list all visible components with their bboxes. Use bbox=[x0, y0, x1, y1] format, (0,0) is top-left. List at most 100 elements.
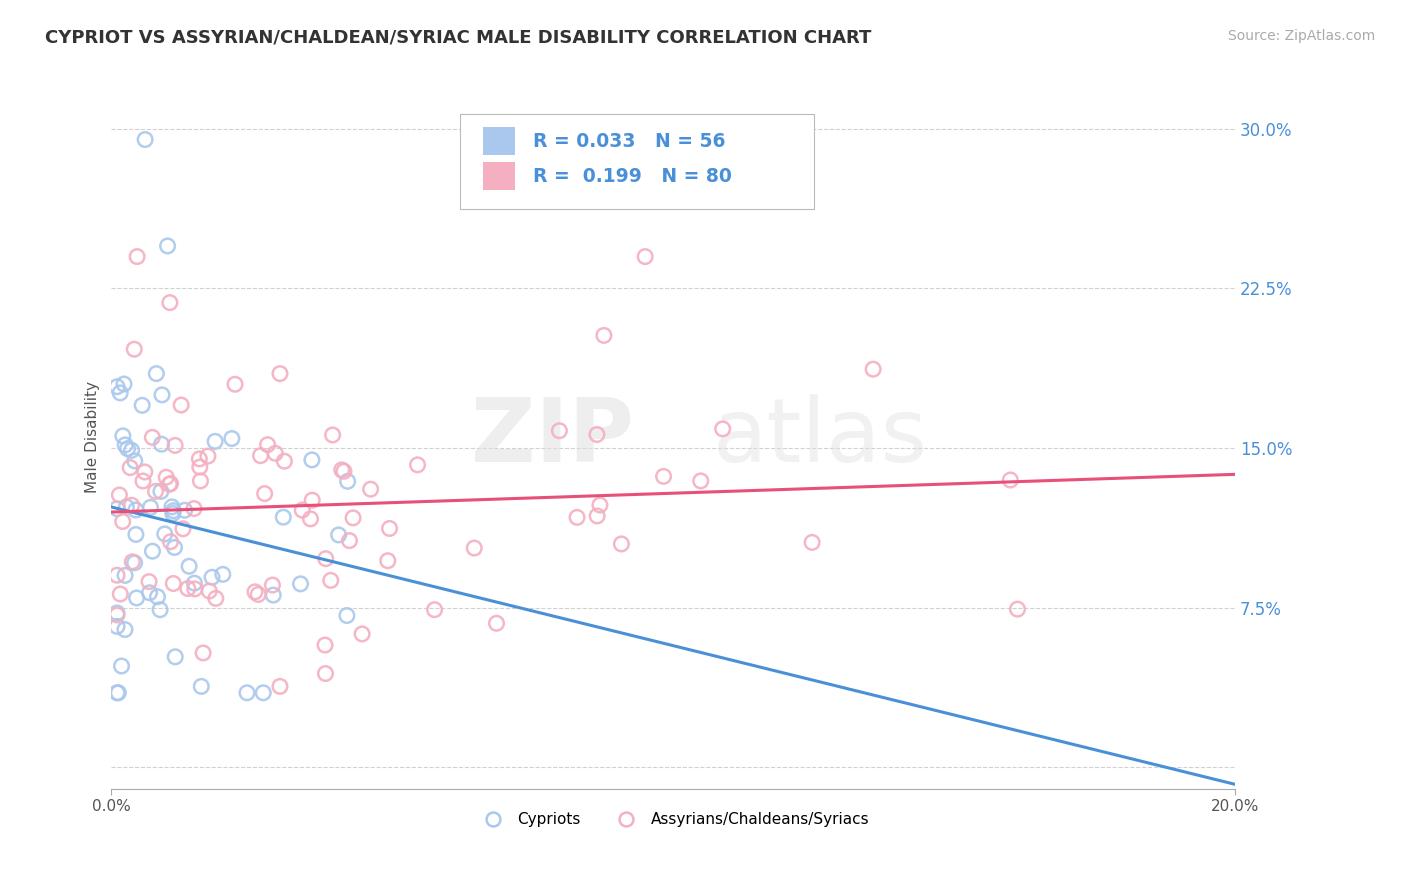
Point bbox=[586, 427, 609, 442]
FancyBboxPatch shape bbox=[484, 162, 515, 190]
Point bbox=[105, 619, 128, 633]
Point bbox=[204, 591, 226, 606]
Point bbox=[253, 486, 276, 500]
Point bbox=[114, 438, 136, 452]
Point bbox=[114, 568, 136, 582]
Point bbox=[406, 458, 429, 472]
Point bbox=[330, 463, 353, 477]
Point bbox=[243, 585, 266, 599]
Point bbox=[111, 515, 134, 529]
Point bbox=[271, 510, 294, 524]
Point bbox=[262, 578, 284, 592]
Point bbox=[378, 521, 401, 535]
FancyBboxPatch shape bbox=[460, 114, 814, 210]
Point bbox=[589, 498, 612, 512]
Point bbox=[159, 295, 181, 310]
Point bbox=[610, 537, 633, 551]
Point bbox=[249, 449, 271, 463]
Point bbox=[689, 474, 711, 488]
Point bbox=[586, 508, 609, 523]
Point bbox=[333, 464, 356, 478]
Point bbox=[121, 443, 143, 458]
Point bbox=[173, 503, 195, 517]
Point bbox=[190, 474, 212, 488]
Point bbox=[360, 482, 382, 496]
Point bbox=[188, 460, 211, 475]
Point bbox=[121, 555, 143, 569]
Point bbox=[236, 686, 259, 700]
Text: atlas: atlas bbox=[713, 394, 928, 481]
Point bbox=[801, 535, 824, 549]
Point bbox=[125, 503, 148, 517]
Point bbox=[110, 587, 132, 601]
Point bbox=[138, 586, 160, 600]
Point bbox=[301, 493, 323, 508]
Point bbox=[711, 422, 734, 436]
Text: R =  0.199   N = 80: R = 0.199 N = 80 bbox=[533, 167, 731, 186]
FancyBboxPatch shape bbox=[484, 127, 515, 155]
Point bbox=[141, 544, 163, 558]
Point bbox=[565, 510, 588, 524]
Point bbox=[264, 446, 287, 460]
Point bbox=[117, 442, 139, 456]
Point bbox=[127, 250, 149, 264]
Point bbox=[145, 484, 167, 499]
Point bbox=[160, 500, 183, 514]
Point bbox=[211, 567, 233, 582]
Point bbox=[652, 469, 675, 483]
Point bbox=[301, 453, 323, 467]
Point bbox=[111, 429, 134, 443]
Point bbox=[150, 437, 173, 451]
Point bbox=[322, 428, 344, 442]
Point bbox=[177, 582, 200, 596]
Point bbox=[108, 385, 131, 400]
Point bbox=[183, 576, 205, 591]
Point bbox=[105, 606, 128, 620]
Point bbox=[862, 362, 884, 376]
Point bbox=[1000, 473, 1022, 487]
Point bbox=[155, 470, 177, 484]
Point bbox=[146, 590, 169, 604]
Point bbox=[339, 533, 361, 548]
Point bbox=[269, 367, 291, 381]
Point bbox=[319, 574, 342, 588]
Point bbox=[105, 686, 128, 700]
Text: Source: ZipAtlas.com: Source: ZipAtlas.com bbox=[1227, 29, 1375, 43]
Point bbox=[139, 500, 162, 515]
Point bbox=[191, 646, 214, 660]
Point bbox=[593, 328, 616, 343]
Point bbox=[159, 534, 181, 549]
Point bbox=[159, 476, 181, 491]
Point bbox=[162, 576, 184, 591]
Point bbox=[150, 388, 173, 402]
Point bbox=[165, 649, 187, 664]
Point bbox=[108, 488, 131, 502]
Point bbox=[179, 559, 201, 574]
Point bbox=[131, 398, 153, 412]
Text: ZIP: ZIP bbox=[471, 394, 634, 481]
Point bbox=[1007, 602, 1029, 616]
Point bbox=[188, 451, 211, 466]
Y-axis label: Male Disability: Male Disability bbox=[86, 382, 100, 493]
Point bbox=[153, 527, 176, 541]
Text: R = 0.033   N = 56: R = 0.033 N = 56 bbox=[533, 132, 725, 151]
Point bbox=[162, 504, 184, 518]
Point bbox=[352, 627, 374, 641]
Point bbox=[548, 424, 571, 438]
Point bbox=[336, 475, 359, 489]
Legend: Cypriots, Assyrians/Chaldeans/Syriacs: Cypriots, Assyrians/Chaldeans/Syriacs bbox=[471, 806, 876, 833]
Point bbox=[107, 686, 129, 700]
Point bbox=[124, 556, 146, 570]
Point bbox=[224, 377, 246, 392]
Point bbox=[105, 380, 128, 394]
Point bbox=[634, 250, 657, 264]
Point bbox=[132, 474, 155, 488]
Point bbox=[273, 454, 295, 468]
Point bbox=[342, 511, 364, 525]
Point bbox=[315, 551, 337, 566]
Point bbox=[299, 512, 322, 526]
Point bbox=[221, 432, 243, 446]
Point bbox=[197, 449, 219, 463]
Point bbox=[124, 454, 146, 468]
Point bbox=[201, 570, 224, 584]
